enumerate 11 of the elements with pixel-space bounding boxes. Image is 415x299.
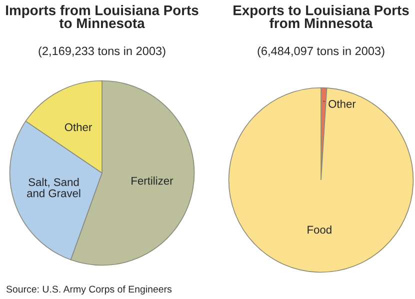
chart-subtitle: (6,484,097 tons in 2003): [258, 46, 384, 58]
chart-subtitle: (2,169,233 tons in 2003): [38, 46, 166, 58]
chart-title: Exports to Louisiana Ports from Minnesota: [234, 5, 409, 28]
slice-label: Fertilizer: [132, 176, 174, 185]
source-note: Source: U.S. Army Corps of Engineers: [6, 285, 172, 295]
pie-slice: [228, 87, 414, 273]
slice-label: Food: [308, 226, 332, 234]
slice-label: Other: [328, 100, 356, 108]
chart-title: Imports from Louisiana Ports to Minnesota: [6, 5, 198, 28]
slice-label: Salt, Sand and Gravel: [27, 178, 80, 198]
slice-label: Other: [64, 122, 92, 132]
